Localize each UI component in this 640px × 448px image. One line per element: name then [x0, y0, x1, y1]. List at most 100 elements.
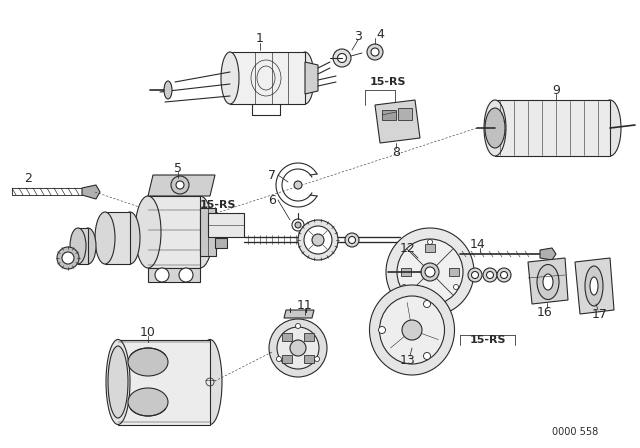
Ellipse shape — [80, 228, 96, 264]
Ellipse shape — [369, 285, 454, 375]
Ellipse shape — [187, 196, 213, 268]
Ellipse shape — [312, 234, 324, 246]
Ellipse shape — [108, 346, 128, 418]
Ellipse shape — [57, 247, 79, 269]
Bar — [425, 244, 435, 252]
Ellipse shape — [367, 44, 383, 60]
Ellipse shape — [378, 327, 385, 333]
Polygon shape — [495, 100, 610, 156]
Ellipse shape — [171, 176, 189, 194]
Text: 13: 13 — [400, 353, 416, 366]
Polygon shape — [305, 62, 318, 94]
Text: 7: 7 — [268, 168, 276, 181]
Polygon shape — [78, 228, 88, 264]
Ellipse shape — [221, 52, 239, 104]
Ellipse shape — [500, 271, 508, 279]
Polygon shape — [575, 258, 614, 314]
Ellipse shape — [421, 263, 439, 281]
Text: 8: 8 — [392, 146, 400, 159]
Text: 9: 9 — [552, 83, 560, 96]
Text: 10: 10 — [140, 326, 156, 339]
Ellipse shape — [424, 301, 431, 307]
Ellipse shape — [401, 284, 406, 289]
Ellipse shape — [62, 252, 74, 264]
Polygon shape — [148, 196, 200, 268]
Ellipse shape — [590, 277, 598, 295]
Ellipse shape — [371, 48, 379, 56]
Text: 0000 558: 0000 558 — [552, 427, 598, 437]
Ellipse shape — [349, 237, 355, 244]
Ellipse shape — [537, 264, 559, 300]
Ellipse shape — [402, 320, 422, 340]
Ellipse shape — [483, 268, 497, 282]
Ellipse shape — [106, 340, 130, 425]
Polygon shape — [540, 248, 556, 260]
Bar — [208, 213, 244, 237]
Text: 11: 11 — [297, 298, 313, 311]
Ellipse shape — [292, 219, 304, 231]
Ellipse shape — [380, 296, 445, 364]
Ellipse shape — [296, 323, 301, 328]
Ellipse shape — [277, 327, 319, 369]
Bar — [282, 333, 292, 340]
Bar — [382, 110, 396, 120]
Bar — [282, 355, 292, 363]
Polygon shape — [118, 340, 210, 425]
Ellipse shape — [95, 212, 115, 264]
Text: 2: 2 — [24, 172, 32, 185]
Text: 15-RS: 15-RS — [370, 77, 406, 87]
Ellipse shape — [485, 108, 505, 148]
Polygon shape — [375, 100, 420, 143]
Ellipse shape — [386, 228, 474, 316]
Text: 12: 12 — [400, 241, 416, 254]
Ellipse shape — [397, 239, 463, 305]
Ellipse shape — [314, 357, 319, 362]
Text: 3: 3 — [354, 30, 362, 43]
Ellipse shape — [155, 268, 169, 282]
Ellipse shape — [428, 240, 433, 245]
Ellipse shape — [179, 268, 193, 282]
Bar — [304, 355, 314, 363]
Ellipse shape — [120, 212, 140, 264]
Ellipse shape — [486, 271, 493, 279]
Polygon shape — [105, 212, 130, 264]
Ellipse shape — [295, 222, 301, 228]
Bar — [398, 108, 412, 120]
Text: 5: 5 — [174, 161, 182, 175]
Text: 16: 16 — [537, 306, 553, 319]
Bar — [425, 292, 435, 300]
Ellipse shape — [585, 266, 603, 306]
Ellipse shape — [296, 52, 314, 104]
Ellipse shape — [337, 53, 346, 63]
Ellipse shape — [454, 284, 458, 289]
Ellipse shape — [304, 226, 332, 254]
Text: 17: 17 — [592, 307, 608, 320]
Ellipse shape — [290, 340, 306, 356]
Ellipse shape — [472, 271, 479, 279]
Text: 1: 1 — [256, 31, 264, 44]
Ellipse shape — [333, 49, 351, 67]
Ellipse shape — [135, 196, 161, 268]
Ellipse shape — [294, 181, 302, 189]
Bar — [401, 268, 411, 276]
Text: 14: 14 — [470, 237, 486, 250]
Polygon shape — [148, 175, 215, 196]
Bar — [215, 215, 227, 225]
Ellipse shape — [497, 268, 511, 282]
Polygon shape — [148, 268, 200, 282]
Polygon shape — [82, 185, 100, 199]
Bar — [215, 238, 227, 248]
Text: 4: 4 — [376, 27, 384, 40]
Bar — [449, 268, 459, 276]
Text: 6: 6 — [268, 194, 276, 207]
Ellipse shape — [468, 268, 482, 282]
Ellipse shape — [543, 274, 553, 290]
Polygon shape — [528, 258, 568, 304]
Polygon shape — [230, 52, 305, 104]
Ellipse shape — [128, 348, 168, 376]
Ellipse shape — [276, 357, 282, 362]
Ellipse shape — [128, 388, 168, 416]
Bar — [304, 333, 314, 340]
Ellipse shape — [424, 353, 431, 359]
Ellipse shape — [298, 220, 338, 260]
